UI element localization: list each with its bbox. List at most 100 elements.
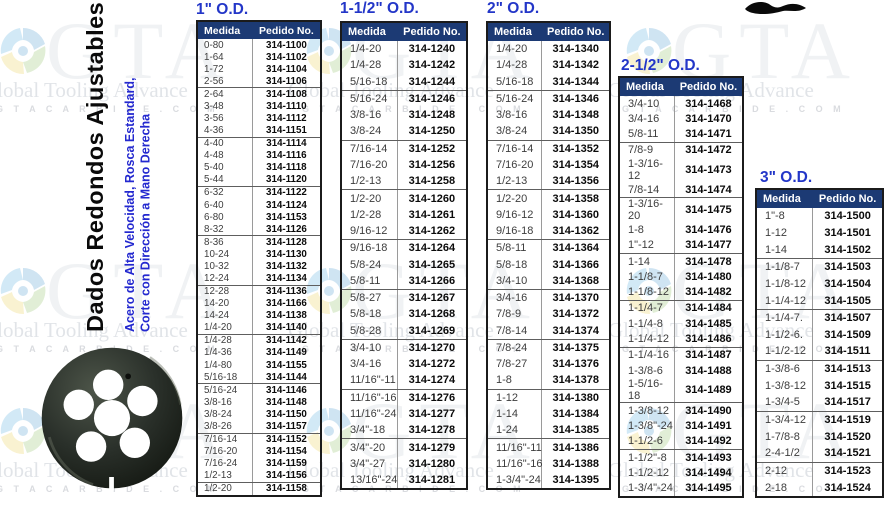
order-number-cell: 314-1166: [266, 298, 307, 310]
table-row: 4-40 314-1114: [198, 136, 320, 150]
table-row: 3/4"-20 314-1279: [342, 438, 466, 456]
order-number-cell: 314-1523: [824, 464, 871, 477]
table-row: 2-12 314-1523: [757, 461, 882, 480]
size-cell: 1-1/4-7.: [757, 309, 814, 327]
order-number-cell: 314-1240: [408, 43, 456, 56]
size-cell: 1-1/8-12: [620, 284, 675, 300]
table-row: 1-1/4-12 314-1486: [620, 331, 742, 347]
table-header: Medida Pedido No.: [757, 190, 882, 208]
column-header-size: Medida: [494, 26, 532, 38]
table-row: 7/16-24 314-1159: [198, 457, 320, 470]
size-cell: 3/8-24: [342, 123, 398, 140]
table-row: 1-8 314-1476: [620, 222, 742, 238]
order-number-cell: 314-1279: [408, 441, 456, 454]
size-cell: 6-32: [198, 186, 253, 200]
size-cell: 1-7/8-8: [757, 428, 814, 445]
size-cell: 5/8-18: [488, 256, 543, 273]
table-header: Medida Pedido No.: [342, 23, 466, 41]
order-number-cell: 314-1252: [408, 142, 456, 155]
size-cell: 1-1/8-7: [620, 269, 675, 285]
order-number-cell: 314-1521: [824, 447, 871, 460]
order-number-cell: 314-1352: [552, 142, 599, 155]
order-number-cell: 314-1489: [685, 384, 732, 397]
size-cell: 11/16"-16: [488, 455, 543, 472]
size-cell: 11/16"-24: [342, 405, 398, 423]
size-cell: 1-1/4-12: [757, 292, 814, 309]
order-number-cell: 314-1473: [685, 164, 732, 177]
size-cell: 9/16-18: [488, 222, 543, 240]
table-row: 3/8-16 314-1348: [488, 107, 609, 124]
order-number-cell: 314-1244: [408, 75, 456, 88]
table-row: 1-12 314-1380: [488, 388, 609, 406]
spec-table-1in: Medida Pedido No. 0-80 314-1100 1-64 314-11…: [196, 20, 322, 497]
table-row: 1-1/8-12 314-1504: [757, 275, 882, 293]
order-number-cell: 314-1503: [824, 261, 871, 274]
order-number-cell: 314-1478: [685, 255, 732, 268]
order-number-cell: 314-1388: [552, 457, 599, 470]
order-number-cell: 314-1519: [824, 414, 871, 426]
order-number-cell: 314-1517: [824, 396, 871, 409]
order-number-cell: 314-1126: [266, 223, 307, 235]
table-row: 1/4-80 314-1155: [198, 359, 320, 372]
table-header: Medida Pedido No.: [198, 22, 320, 39]
size-cell: 7/16-14: [488, 140, 543, 157]
size-cell: 6-40: [198, 199, 253, 212]
size-cell: 1-3/8"-24: [620, 418, 675, 434]
size-cell: 1-5/16-18: [620, 378, 675, 403]
order-number-cell: 314-1376: [552, 358, 599, 371]
table-row: 4-36 314-1151: [198, 124, 320, 137]
order-number-cell: 314-1157: [266, 420, 307, 432]
size-cell: 2-12: [757, 462, 814, 480]
table-row: 3/4-16 314-1370: [488, 288, 609, 307]
size-cell: 5/16-24: [342, 90, 398, 108]
size-cell: 1-3/8-12: [620, 403, 675, 419]
table-row: 1-3/4"-24 314-1495: [620, 480, 742, 496]
table-row: 1/2-13 314-1156: [198, 469, 320, 482]
size-cell: 5/16-24: [198, 384, 253, 397]
size-cell: 8-32: [198, 223, 253, 236]
column-header-order: Pedido No.: [546, 26, 605, 38]
table-row: 2-56 314-1106: [198, 75, 320, 88]
column-header-size: Medida: [763, 193, 801, 205]
size-cell: 1-3/16-12: [620, 158, 675, 183]
order-number-cell: 314-1485: [685, 317, 732, 330]
size-cell: 1/4-28: [342, 57, 398, 74]
table-body: 0-80 314-1100 1-64 314-1102 1-72 314-1104 2-56…: [198, 39, 320, 495]
size-cell: 1/4-28: [488, 57, 543, 74]
order-number-cell: 314-1150: [266, 408, 307, 420]
table-row: 14-24 314-1138: [198, 309, 320, 322]
table-row: 1-1/4-7 314-1484: [620, 299, 742, 317]
table-row: 14-20 314-1166: [198, 297, 320, 310]
order-number-cell: 314-1136: [266, 286, 307, 298]
size-cell: 4-48: [198, 149, 253, 162]
size-cell: 1-24: [488, 422, 543, 439]
table-body: 1/4-20 314-1240 1/4-28 314-1242 5/16-18 314-1…: [342, 41, 466, 489]
order-number-cell: 314-1348: [552, 109, 599, 122]
size-cell: 9/16-12: [488, 206, 543, 223]
table-row: 1/4-20 314-1140: [198, 321, 320, 334]
size-cell: 1"-12: [620, 237, 675, 253]
size-cell: 1/2-20: [488, 190, 543, 207]
table-row: 3/4-10 314-1468: [620, 96, 742, 112]
size-cell: 1/4-20: [198, 321, 253, 334]
order-number-cell: 314-1148: [266, 396, 307, 408]
size-cell: 1/2-20: [198, 482, 253, 495]
size-cell: 5/8-27: [342, 289, 398, 307]
table-row: 1-72 314-1104: [198, 63, 320, 76]
spec-table-2in: Medida Pedido No. 1/4-20 314-1340 1/4-28 31…: [486, 21, 611, 490]
table-row: 11/16"-16 314-1276: [342, 388, 466, 406]
table-row: 1-64 314-1102: [198, 51, 320, 64]
order-number-cell: 314-1378: [552, 374, 599, 387]
size-cell: 5/16-18: [488, 73, 543, 90]
size-cell: 2-56: [198, 75, 253, 88]
order-number-cell: 314-1384: [552, 407, 599, 420]
column-header-order: Pedido No.: [259, 24, 314, 37]
order-number-cell: 314-1386: [552, 441, 599, 454]
size-cell: 13/16"-24: [342, 471, 398, 489]
order-number-cell: 314-1106: [266, 75, 307, 87]
table-row: 5/16-24 314-1346: [488, 89, 609, 108]
table-row: 1-1/8-7 314-1480: [620, 269, 742, 285]
table-row: 1/4-28 314-1142: [198, 333, 320, 347]
column-header-size: Medida: [626, 81, 664, 93]
table-row: 11/16"-11 314-1386: [488, 438, 609, 456]
